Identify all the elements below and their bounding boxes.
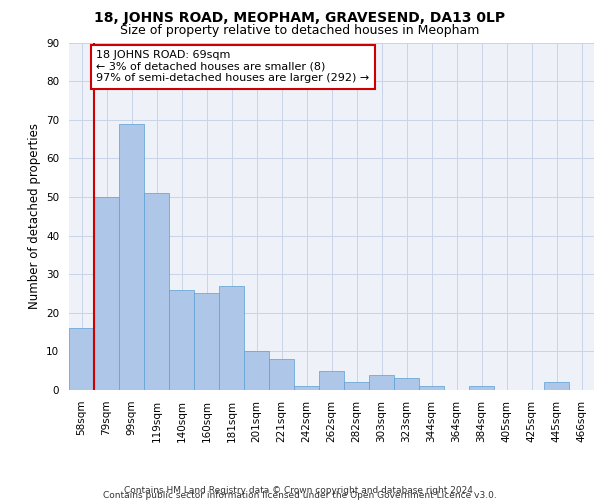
Bar [544,382,569,390]
Bar [169,290,194,390]
Bar [194,294,219,390]
Bar [469,386,494,390]
Text: 18, JOHNS ROAD, MEOPHAM, GRAVESEND, DA13 0LP: 18, JOHNS ROAD, MEOPHAM, GRAVESEND, DA13… [94,11,506,25]
Bar [219,286,244,390]
Bar [94,197,119,390]
Bar [144,193,169,390]
Text: Contains public sector information licensed under the Open Government Licence v3: Contains public sector information licen… [103,491,497,500]
Bar [119,124,144,390]
Bar [69,328,94,390]
Text: Size of property relative to detached houses in Meopham: Size of property relative to detached ho… [121,24,479,37]
Bar [419,386,444,390]
Bar [344,382,369,390]
Text: Contains HM Land Registry data © Crown copyright and database right 2024.: Contains HM Land Registry data © Crown c… [124,486,476,495]
Bar [319,370,344,390]
Text: 18 JOHNS ROAD: 69sqm
← 3% of detached houses are smaller (8)
97% of semi-detache: 18 JOHNS ROAD: 69sqm ← 3% of detached ho… [97,50,370,84]
Bar [269,359,294,390]
Bar [244,352,269,390]
Bar [394,378,419,390]
Y-axis label: Number of detached properties: Number of detached properties [28,123,41,309]
Bar [294,386,319,390]
Bar [369,374,394,390]
